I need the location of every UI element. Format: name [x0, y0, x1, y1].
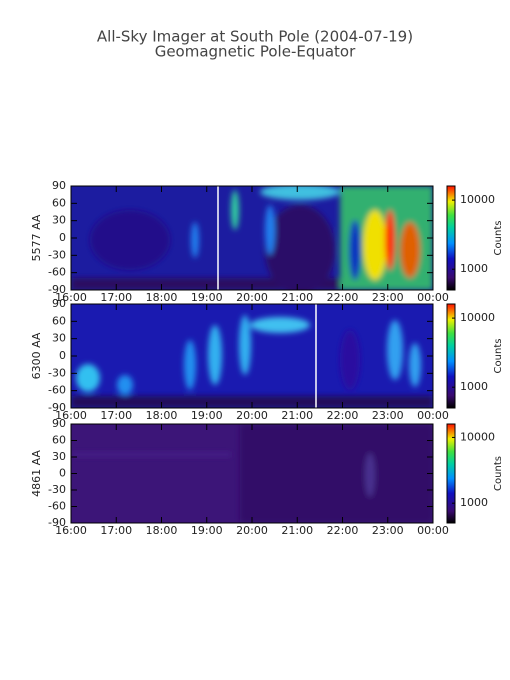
colorbar-tick-label: 10000 [460, 193, 495, 206]
y-tick-label: -60 [48, 266, 66, 279]
x-tick-label: 21:00 [281, 524, 313, 537]
subtitle: Geomagnetic Pole-Equator [155, 43, 356, 61]
y-tick-label: 30 [52, 450, 66, 463]
colorbar-label: Counts [493, 456, 504, 491]
x-tick-label: 21:00 [281, 291, 313, 304]
y-axis-label: 5577 AA [30, 214, 43, 261]
x-tick-label: 23:00 [372, 409, 404, 422]
x-tick-label: 17:00 [100, 409, 132, 422]
keogram-image [71, 186, 433, 290]
x-tick-label: 20:00 [236, 524, 268, 537]
x-tick-label: 17:00 [100, 291, 132, 304]
x-tick-label: 19:00 [191, 409, 223, 422]
x-tick-label: 00:00 [417, 524, 449, 537]
x-tick-label: 17:00 [100, 524, 132, 537]
colorbar-frame [446, 423, 456, 524]
title: All-Sky Imager at South Pole (2004-07-19… [97, 28, 413, 46]
y-tick-label: -30 [48, 366, 66, 379]
x-tick-label: 19:00 [191, 524, 223, 537]
colorbar-label: Counts [493, 221, 504, 256]
x-tick-label: 16:00 [55, 524, 87, 537]
y-tick-label: 30 [52, 214, 66, 227]
colorbar-tick-label: 1000 [460, 496, 488, 509]
x-tick-label: 20:00 [236, 409, 268, 422]
x-tick-label: 18:00 [146, 524, 178, 537]
y-tick-label: -30 [48, 248, 66, 261]
y-tick-label: -60 [48, 500, 66, 513]
x-tick-label: 20:00 [236, 291, 268, 304]
colorbar-label: Counts [493, 339, 504, 374]
y-tick-label: 90 [52, 179, 66, 192]
y-tick-label: 90 [52, 417, 66, 430]
y-tick-label: -60 [48, 384, 66, 397]
x-tick-label: 00:00 [417, 409, 449, 422]
x-tick-label: 19:00 [191, 291, 223, 304]
x-tick-label: 23:00 [372, 524, 404, 537]
y-tick-label: 0 [59, 231, 66, 244]
x-tick-label: 22:00 [327, 524, 359, 537]
y-tick-label: -90 [48, 516, 66, 529]
x-tick-label: 22:00 [327, 409, 359, 422]
y-axis-label: 6300 AA [30, 332, 43, 379]
x-tick-label: 18:00 [146, 409, 178, 422]
y-tick-label: 60 [52, 434, 66, 447]
y-tick-label: -90 [48, 401, 66, 414]
colorbar-tick-label: 1000 [460, 262, 488, 275]
y-axis-label: 4861 AA [30, 450, 43, 497]
colorbars [447, 186, 455, 523]
x-tick-label: 16:00 [55, 291, 87, 304]
colorbar-frame [446, 185, 456, 291]
keogram-image [71, 304, 433, 408]
colorbar-frame [446, 303, 456, 409]
y-tick-label: 90 [52, 297, 66, 310]
y-tick-label: -90 [48, 283, 66, 296]
x-tick-label: 16:00 [55, 409, 87, 422]
y-tick-label: 60 [52, 314, 66, 327]
y-tick-label: 0 [59, 467, 66, 480]
x-tick-label: 21:00 [281, 409, 313, 422]
colorbar-tick-label: 1000 [460, 380, 488, 393]
y-tick-label: 30 [52, 332, 66, 345]
x-tick-label: 00:00 [417, 291, 449, 304]
keogram-image [71, 424, 433, 523]
colorbar-tick-label: 10000 [460, 311, 495, 324]
y-tick-label: 0 [59, 349, 66, 362]
x-tick-label: 22:00 [327, 291, 359, 304]
x-tick-label: 18:00 [146, 291, 178, 304]
colorbar-tick-label: 10000 [460, 430, 495, 443]
x-tick-label: 23:00 [372, 291, 404, 304]
y-tick-label: -30 [48, 483, 66, 496]
y-tick-label: 60 [52, 196, 66, 209]
